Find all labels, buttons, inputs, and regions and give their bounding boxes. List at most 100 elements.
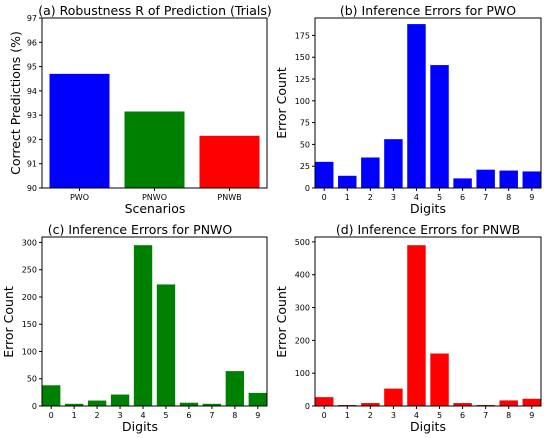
x-tick-label: 0 bbox=[322, 411, 327, 420]
x-tick-label: 7 bbox=[209, 411, 214, 420]
y-tick-label: 91 bbox=[27, 160, 37, 169]
x-tick-label: PNWB bbox=[217, 193, 241, 202]
y-tick-label: 92 bbox=[27, 135, 37, 144]
bar-0 bbox=[315, 161, 334, 188]
y-tick-label: 0 bbox=[305, 402, 310, 411]
plot-area: 0 25 50 75 100 125 150 175 0 1 2 3 4 5 6 7 8 9 bbox=[295, 17, 542, 202]
x-axis-label: Digits bbox=[410, 419, 446, 434]
x-tick-label: 7 bbox=[483, 193, 488, 202]
x-tick-label: 9 bbox=[255, 411, 260, 420]
y-tick-label: 25 bbox=[300, 162, 310, 171]
bar-6 bbox=[453, 403, 472, 406]
y-tick-label: 97 bbox=[27, 14, 37, 23]
x-tick-label: 3 bbox=[391, 193, 396, 202]
x-tick-label: 4 bbox=[414, 411, 419, 420]
bar-5 bbox=[430, 353, 449, 406]
x-tick-label: 2 bbox=[95, 411, 100, 420]
y-tick-label: 150 bbox=[22, 320, 37, 329]
y-tick-label: 100 bbox=[295, 97, 310, 106]
y-tick-label: 100 bbox=[295, 369, 310, 378]
bar-3 bbox=[110, 394, 130, 406]
y-tick-label: 175 bbox=[295, 31, 310, 40]
y-axis-label: Error Count bbox=[274, 67, 289, 139]
x-tick-label: 7 bbox=[483, 411, 488, 420]
bar-4 bbox=[407, 245, 426, 406]
x-tick-label: 6 bbox=[186, 411, 191, 420]
bar-pnwo bbox=[124, 111, 185, 188]
bar-2 bbox=[361, 403, 380, 406]
plot-area: 0 50 100 150 200 250 300 0 1 2 3 4 5 6 7 8 9 bbox=[22, 236, 268, 420]
bar-2 bbox=[87, 400, 107, 406]
y-tick-label: 96 bbox=[27, 38, 37, 47]
y-tick-label: 500 bbox=[295, 238, 310, 247]
y-tick-label: 0 bbox=[32, 402, 37, 411]
bar-4 bbox=[407, 24, 426, 188]
y-tick-label: 300 bbox=[295, 304, 310, 313]
x-tick-label: 8 bbox=[506, 193, 511, 202]
bar-1 bbox=[338, 175, 357, 188]
x-axis-label: Digits bbox=[410, 201, 446, 216]
x-tick-label: 0 bbox=[322, 193, 327, 202]
bar-0 bbox=[315, 397, 334, 406]
chart-panel-b: (b) Inference Errors for PWO Digits Erro… bbox=[274, 3, 542, 216]
y-tick-label: 200 bbox=[295, 336, 310, 345]
x-axis-label: Scenarios bbox=[125, 201, 186, 216]
y-tick-label: 100 bbox=[22, 347, 37, 356]
chart-title: (d) Inference Errors for PNWB bbox=[336, 222, 520, 237]
y-tick-label: 125 bbox=[295, 75, 310, 84]
x-tick-label: 1 bbox=[345, 193, 350, 202]
chart-panel-a: (a) Robustness R of Prediction (Trials) … bbox=[8, 3, 272, 216]
bar-8 bbox=[499, 400, 518, 406]
bar-7 bbox=[476, 169, 495, 188]
x-tick-label: 6 bbox=[460, 193, 465, 202]
x-tick-label: 8 bbox=[232, 411, 237, 420]
y-tick-label: 50 bbox=[300, 140, 310, 149]
plot-area: 0 100 200 300 400 500 0 1 2 3 4 5 6 7 8 9 bbox=[295, 236, 542, 420]
x-tick-label: 4 bbox=[140, 411, 145, 420]
x-tick-label: PWO bbox=[70, 193, 89, 202]
y-tick-label: 50 bbox=[27, 375, 37, 384]
x-tick-label: 9 bbox=[529, 411, 534, 420]
bar-6 bbox=[179, 402, 199, 406]
bar-0 bbox=[42, 385, 61, 406]
chart-title: (c) Inference Errors for PNWO bbox=[48, 222, 233, 237]
y-tick-label: 93 bbox=[27, 111, 37, 120]
y-tick-label: 75 bbox=[300, 119, 310, 128]
x-axis-label: Digits bbox=[122, 419, 158, 434]
axes-frame bbox=[314, 17, 542, 189]
bar-1 bbox=[64, 403, 84, 406]
chart-panel-d: (d) Inference Errors for PNWB Digits Err… bbox=[274, 222, 542, 434]
x-tick-label: 5 bbox=[163, 411, 168, 420]
chart-panel-c: (c) Inference Errors for PNWO Digits Err… bbox=[1, 222, 268, 434]
bar-2 bbox=[361, 157, 380, 188]
y-tick-label: 90 bbox=[27, 184, 37, 193]
bar-5 bbox=[430, 65, 449, 188]
chart-title: (b) Inference Errors for PWO bbox=[340, 3, 516, 18]
chart-title: (a) Robustness R of Prediction (Trials) bbox=[38, 3, 272, 18]
bar-7 bbox=[202, 403, 222, 406]
bar-3 bbox=[384, 139, 403, 188]
y-axis-label: Error Count bbox=[274, 286, 289, 358]
y-tick-label: 95 bbox=[27, 63, 37, 72]
y-axis-label: Correct Predictions (%) bbox=[8, 31, 23, 175]
bar-8 bbox=[499, 170, 518, 188]
x-tick-label: 6 bbox=[460, 411, 465, 420]
x-tick-label: 1 bbox=[345, 411, 350, 420]
x-tick-label: 4 bbox=[414, 193, 419, 202]
axes-frame bbox=[314, 236, 542, 407]
bar-9 bbox=[522, 171, 541, 188]
x-tick-label: 3 bbox=[118, 411, 123, 420]
x-tick-label: 2 bbox=[368, 411, 373, 420]
y-tick-label: 0 bbox=[305, 184, 310, 193]
y-tick-label: 400 bbox=[295, 271, 310, 280]
plot-area: 90 91 92 93 94 95 96 97 PWO PNWO PNWB bbox=[27, 14, 268, 202]
y-tick-label: 94 bbox=[27, 87, 37, 96]
x-tick-label: 2 bbox=[368, 193, 373, 202]
x-tick-label: 9 bbox=[529, 193, 534, 202]
x-tick-label: 3 bbox=[391, 411, 396, 420]
x-tick-label: 0 bbox=[49, 411, 54, 420]
bar-pnwb bbox=[199, 135, 260, 188]
axes-frame bbox=[41, 236, 268, 407]
bar-pwo bbox=[49, 73, 110, 188]
